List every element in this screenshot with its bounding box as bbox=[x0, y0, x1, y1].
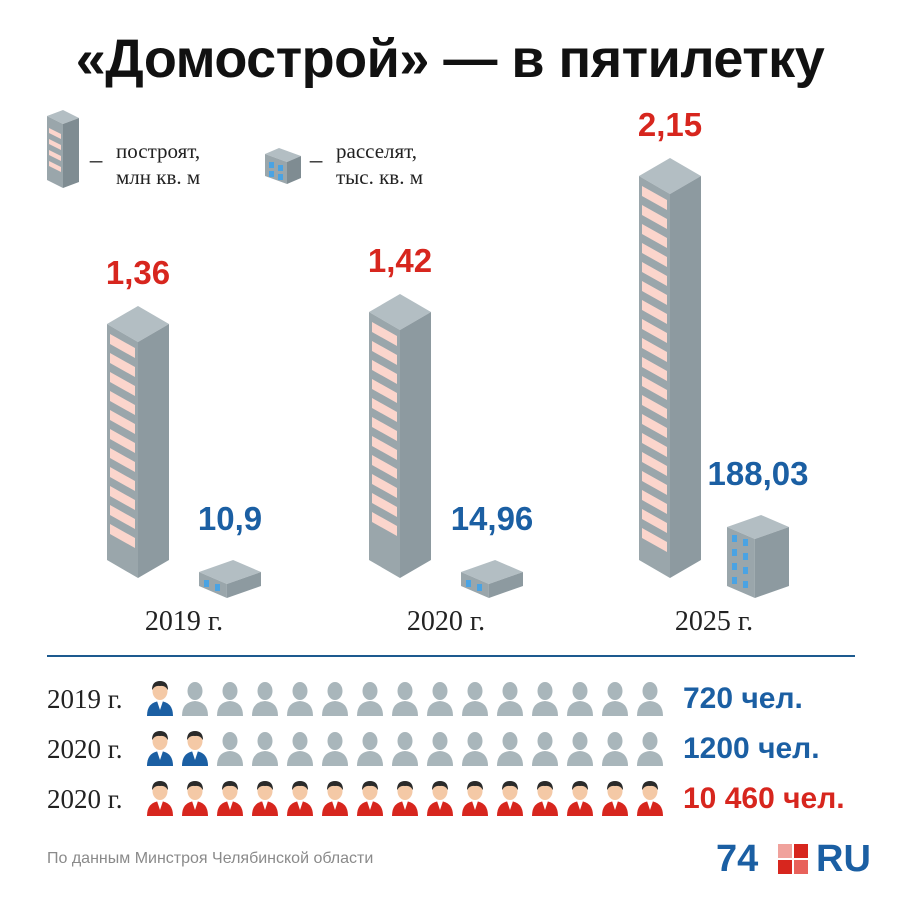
person-icon bbox=[427, 682, 453, 716]
build-value-label: 1,42 bbox=[367, 242, 433, 279]
logo-ru: RU bbox=[816, 838, 871, 880]
person-icon bbox=[637, 781, 663, 816]
person-icon bbox=[602, 682, 628, 716]
person-icon bbox=[392, 682, 418, 716]
resettle-value-label: 10,9 bbox=[197, 500, 263, 537]
resettle-value-label: 14,96 bbox=[450, 500, 534, 537]
build-bar-2019 bbox=[107, 306, 169, 578]
person-icon bbox=[182, 731, 208, 766]
person-icon bbox=[532, 682, 558, 716]
legend-build-text: построят, млн кв. м bbox=[116, 138, 200, 190]
person-icon bbox=[497, 732, 523, 766]
person-icon bbox=[637, 682, 663, 716]
build-bar-2025 bbox=[639, 158, 701, 578]
person-icon bbox=[287, 732, 313, 766]
person-icon bbox=[567, 682, 593, 716]
person-icon bbox=[322, 732, 348, 766]
build-bar-2020 bbox=[369, 294, 431, 578]
person-icon bbox=[357, 682, 383, 716]
person-icon bbox=[217, 732, 243, 766]
page-title: «Домострой» — в пятилетку bbox=[75, 29, 825, 89]
source-note: По данным Минстроя Челябинской области bbox=[47, 850, 374, 867]
person-icon bbox=[427, 732, 453, 766]
site-logo[interactable]: 74 RU bbox=[716, 838, 871, 880]
person-icon bbox=[147, 781, 173, 816]
resettle-bar-2025 bbox=[727, 515, 789, 598]
person-icon bbox=[147, 731, 173, 766]
person-icon bbox=[182, 682, 208, 716]
people-row-year: 2020 г. bbox=[47, 784, 123, 814]
person-icon bbox=[322, 781, 348, 816]
tall-building-icon bbox=[47, 110, 79, 188]
logo-number: 74 bbox=[716, 838, 759, 880]
build-value-label: 2,15 bbox=[637, 106, 703, 143]
legend-dash: _ bbox=[90, 138, 103, 163]
person-icon bbox=[252, 781, 278, 816]
person-icon bbox=[287, 781, 313, 816]
person-icon bbox=[217, 682, 243, 716]
legend-resettle-line1: расселят, bbox=[336, 139, 418, 163]
person-icon bbox=[427, 781, 453, 816]
person-icon bbox=[567, 781, 593, 816]
legend-resettle-text: расселят, тыс. кв. м bbox=[336, 138, 423, 190]
resettle-bar-2019 bbox=[199, 560, 261, 598]
person-icon bbox=[357, 781, 383, 816]
year-tick-label: 2020 г. bbox=[406, 606, 486, 637]
person-icon bbox=[567, 732, 593, 766]
person-icon bbox=[602, 732, 628, 766]
small-house-icon bbox=[265, 148, 301, 184]
resettle-value-label: 188,03 bbox=[707, 455, 809, 492]
resettle-bar-2020 bbox=[461, 560, 523, 598]
people-icons-row bbox=[145, 730, 670, 768]
people-row-year: 2020 г. bbox=[47, 734, 123, 764]
logo-squares-icon bbox=[778, 844, 808, 874]
year-tick-label: 2025 г. bbox=[674, 606, 754, 637]
people-row-total: 720 чел. bbox=[683, 682, 803, 715]
people-row-year: 2019 г. bbox=[47, 684, 123, 714]
person-icon bbox=[637, 732, 663, 766]
person-icon bbox=[182, 781, 208, 816]
people-row-total: 1200 чел. bbox=[683, 732, 820, 765]
person-icon bbox=[217, 781, 243, 816]
person-icon bbox=[602, 781, 628, 816]
person-icon bbox=[392, 732, 418, 766]
legend-build-line2: млн кв. м bbox=[116, 165, 201, 189]
person-icon bbox=[322, 682, 348, 716]
person-icon bbox=[532, 781, 558, 816]
legend-dash: _ bbox=[310, 138, 323, 163]
person-icon bbox=[532, 732, 558, 766]
person-icon bbox=[252, 732, 278, 766]
year-tick-label: 2019 г. bbox=[144, 606, 224, 637]
person-icon bbox=[147, 681, 173, 716]
person-icon bbox=[462, 682, 488, 716]
legend-build-line1: построят, bbox=[116, 139, 201, 163]
person-icon bbox=[287, 682, 313, 716]
person-icon bbox=[462, 781, 488, 816]
people-row-total: 10 460 чел. bbox=[683, 782, 845, 815]
legend-resettle-line2: тыс. кв. м bbox=[336, 165, 424, 189]
person-icon bbox=[357, 732, 383, 766]
person-icon bbox=[497, 682, 523, 716]
person-icon bbox=[392, 781, 418, 816]
divider bbox=[47, 655, 855, 657]
people-icons-row bbox=[145, 680, 670, 718]
build-value-label: 1,36 bbox=[105, 254, 171, 291]
people-icons-row bbox=[145, 780, 670, 818]
person-icon bbox=[252, 682, 278, 716]
person-icon bbox=[497, 781, 523, 816]
person-icon bbox=[462, 732, 488, 766]
